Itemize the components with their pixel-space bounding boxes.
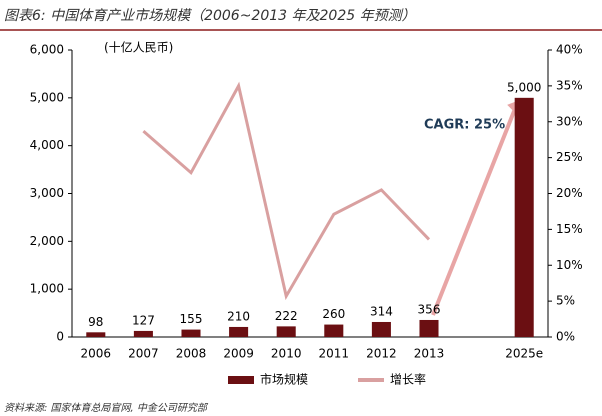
y2-tick-label: 30% <box>556 114 583 128</box>
bar <box>419 319 439 337</box>
bar <box>514 97 534 337</box>
bar <box>276 326 296 337</box>
y-tick-label: 2,000 <box>30 234 64 248</box>
annotation: CAGR: 25% <box>424 118 505 133</box>
data-label: 98 <box>88 315 103 329</box>
cagr-arrow <box>431 105 519 316</box>
x-tick-label: 2012 <box>366 347 397 361</box>
y-tick-label: 3,000 <box>30 186 64 200</box>
x-tick-label: 2013 <box>414 347 445 361</box>
y-axis-label: (十亿人民币) <box>104 40 173 55</box>
y-tick-label: 4,000 <box>30 138 64 152</box>
bar <box>181 329 201 337</box>
x-tick-label: 2011 <box>319 347 350 361</box>
legend-label: 市场规模 <box>260 372 308 387</box>
y2-tick-label: 40% <box>556 43 583 57</box>
data-label: 155 <box>180 312 203 326</box>
bar <box>133 330 153 337</box>
x-tick-label: 2006 <box>81 347 112 361</box>
y2-tick-label: 35% <box>556 78 583 92</box>
bar <box>229 326 249 337</box>
y-tick-label: 6,000 <box>30 43 64 57</box>
data-label: 314 <box>370 304 393 318</box>
legend-label: 增长率 <box>390 372 426 387</box>
x-tick-label: 2008 <box>176 347 207 361</box>
data-label: 222 <box>275 309 298 323</box>
data-label: 5,000 <box>507 80 541 94</box>
x-tick-label: 2007 <box>128 347 159 361</box>
data-label: 127 <box>132 313 155 327</box>
data-label: 210 <box>227 309 250 323</box>
data-label: 260 <box>322 307 345 321</box>
x-tick-label: 2009 <box>223 347 254 361</box>
data-label: 356 <box>418 302 441 316</box>
y2-tick-label: 0% <box>556 330 575 344</box>
bar <box>324 324 344 337</box>
legend-swatch <box>228 376 254 384</box>
y2-tick-label: 25% <box>556 150 583 164</box>
y2-tick-label: 5% <box>556 294 575 308</box>
y2-tick-label: 15% <box>556 222 583 236</box>
y2-tick-label: 20% <box>556 186 583 200</box>
x-tick-label: 2010 <box>271 347 302 361</box>
bar <box>371 321 391 337</box>
growth-line <box>142 81 431 301</box>
y-tick-label: 1,000 <box>30 282 64 296</box>
source: 资料来源: 国家体育总局官网, 中金公司研究部 <box>4 402 209 414</box>
chart-title: 图表6: 中国体育产业市场规模（2006~2013 年及2025 年预测） <box>4 8 416 24</box>
y-tick-label: 5,000 <box>30 90 64 104</box>
bar <box>86 332 106 337</box>
y2-tick-label: 10% <box>556 258 583 272</box>
y-tick-label: 0 <box>56 330 64 344</box>
x-tick-label: 2025e <box>505 347 543 361</box>
